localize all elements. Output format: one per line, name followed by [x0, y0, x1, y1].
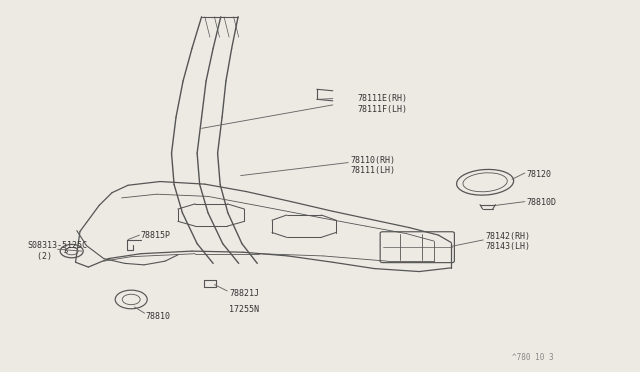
- Text: 78810D: 78810D: [526, 198, 556, 207]
- Text: ^780 10 3: ^780 10 3: [512, 353, 554, 362]
- Text: 78111E(RH)
78111F(LH): 78111E(RH) 78111F(LH): [357, 94, 407, 114]
- Text: 17255N: 17255N: [229, 305, 259, 314]
- Text: S: S: [64, 248, 69, 254]
- Text: 78815P: 78815P: [141, 231, 171, 240]
- Text: 78142(RH)
78143(LH): 78142(RH) 78143(LH): [485, 232, 530, 251]
- Text: 78821J: 78821J: [229, 289, 259, 298]
- Text: 78120: 78120: [526, 170, 551, 179]
- Text: S08313-5125C
  (2): S08313-5125C (2): [27, 241, 87, 261]
- Text: 78110(RH)
78111(LH): 78110(RH) 78111(LH): [351, 156, 396, 175]
- Text: 78810: 78810: [146, 312, 171, 321]
